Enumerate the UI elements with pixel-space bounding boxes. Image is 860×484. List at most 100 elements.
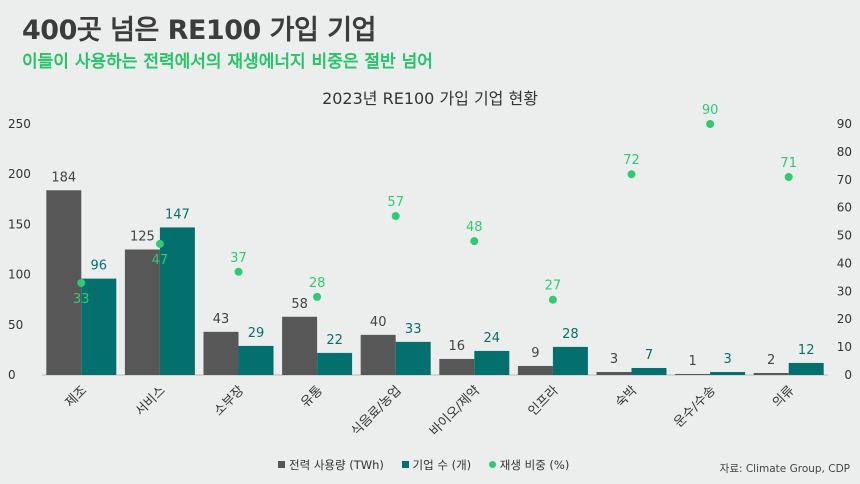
right-tick-label: 40: [837, 256, 852, 270]
bar-usage-label: 58: [291, 297, 308, 312]
legend: 전력 사용량 (TWh) 기업 수 (개) 재생 비중 (%): [278, 457, 583, 473]
category-label: 유통: [298, 383, 326, 411]
headline: 400곳 넘은 RE100 가입 기업: [22, 15, 376, 46]
bar-companies-label: 12: [798, 343, 815, 358]
bar-companies: [710, 371, 746, 375]
left-tick-label: 100: [8, 268, 31, 282]
bar-usage: [124, 249, 160, 375]
bar-companies: [238, 345, 274, 375]
bar-usage-label: 3: [610, 352, 618, 367]
category-label: 운수/수송: [671, 383, 719, 431]
bar-companies-label: 29: [248, 326, 265, 341]
right-tick-label: 90: [837, 117, 852, 131]
bar-companies: [552, 346, 588, 375]
bar-companies-label: 33: [405, 322, 422, 337]
bar-companies-label: 3: [723, 352, 731, 367]
bar-usage-label: 40: [370, 315, 387, 330]
bar-usage-label: 2: [767, 353, 775, 368]
category-label: 숙박: [613, 383, 641, 411]
category-labels: 제조 서비스 소부장 유통 식음료/농업 바이오/제약 인프라 숙박 운수/수송 의류: [63, 383, 798, 439]
legend-label-share: 재생 비중 (%): [499, 458, 570, 472]
bar-usage: [439, 358, 475, 375]
bar-usage: [675, 373, 711, 375]
category-label: 의류: [770, 383, 798, 411]
subheadline: 이들이 사용하는 전력에서의 재생에너지 비중은 절반 넘어: [22, 52, 433, 72]
bar-companies: [317, 352, 353, 375]
bar-usage-label: 43: [213, 312, 230, 327]
right-tick-label: 0: [844, 368, 852, 382]
share-point-label: 90: [702, 103, 719, 118]
bar-companies: [159, 227, 195, 375]
category-label: 인프라: [526, 383, 562, 419]
right-tick-label: 10: [837, 340, 852, 354]
bar-usage: [46, 190, 82, 375]
share-point-label: 37: [230, 251, 247, 266]
share-point: [784, 172, 793, 181]
legend-label-usage: 전력 사용량 (TWh): [289, 458, 384, 472]
legend-swatch-companies: [401, 461, 409, 468]
right-tick-label: 50: [837, 229, 852, 243]
share-point: [391, 212, 400, 221]
left-axis: 0 50 100 150 200 250: [8, 117, 31, 382]
left-tick-label: 150: [8, 217, 31, 231]
bar-companies-label: 147: [165, 207, 190, 222]
share-point: [155, 239, 164, 248]
bar-companies: [474, 350, 510, 375]
category-label: 제조: [63, 383, 91, 411]
source-note: 자료: Climate Group, CDP: [719, 463, 850, 475]
bar-companies: [631, 367, 667, 375]
share-point: [77, 278, 86, 287]
legend-swatch-usage: [278, 461, 285, 468]
share-point-label: 57: [387, 195, 404, 210]
category-label: 소부장: [211, 383, 247, 419]
share-point: [548, 295, 557, 304]
share-point: [706, 120, 715, 128]
chart-title: 2023년 RE100 가입 기업 현황: [322, 89, 538, 108]
share-points: 33 47 37 28 57 48 27 72 90 71: [73, 103, 797, 307]
right-tick-label: 80: [837, 145, 852, 159]
share-point-label: 71: [780, 156, 797, 171]
left-tick-label: 200: [8, 167, 31, 181]
bar-companies-label: 22: [326, 333, 343, 348]
bar-companies: [788, 362, 824, 375]
share-point-label: 28: [309, 276, 326, 291]
right-tick-label: 30: [837, 284, 852, 298]
category-label: 서비스: [133, 383, 169, 419]
category-label: 바이오/제약: [427, 383, 483, 439]
share-point: [234, 267, 243, 276]
share-point: [470, 237, 479, 246]
share-point: [313, 292, 322, 301]
bar-companies-label: 96: [91, 259, 108, 274]
legend-item-companies: 기업 수 (개): [401, 457, 472, 473]
bar-usage-label: 9: [531, 346, 539, 361]
share-point-label: 33: [73, 292, 90, 307]
bar-usage: [360, 334, 396, 375]
bar-companies: [395, 341, 431, 375]
share-point-label: 72: [623, 153, 640, 168]
bar-usage: [203, 331, 239, 375]
bar-usage: [753, 372, 789, 375]
left-tick-label: 0: [8, 368, 16, 382]
bar-usage-label: 184: [51, 170, 76, 185]
right-tick-label: 60: [837, 201, 852, 215]
legend-item-share: 재생 비중 (%): [488, 457, 570, 473]
bar-usage-label: 1: [688, 354, 696, 369]
bar-usage: [517, 365, 553, 375]
bar-companies-label: 24: [484, 331, 501, 346]
bar-companies-label: 28: [562, 327, 579, 342]
share-point-label: 27: [545, 279, 562, 294]
bar-companies-label: 7: [645, 348, 653, 363]
right-tick-label: 70: [837, 173, 852, 187]
legend-item-usage: 전력 사용량 (TWh): [278, 457, 384, 473]
right-axis: 0 10 20 30 40 50 60 70 80 90: [837, 117, 852, 382]
bar-usage-label: 125: [130, 230, 155, 245]
left-tick-label: 50: [8, 318, 23, 332]
bar-usage: [596, 371, 632, 375]
share-point-label: 47: [152, 253, 169, 268]
legend-label-companies: 기업 수 (개): [412, 458, 472, 472]
category-label: 식음료/농업: [349, 383, 405, 439]
share-point: [627, 170, 636, 179]
bar-usage-label: 16: [449, 339, 466, 354]
